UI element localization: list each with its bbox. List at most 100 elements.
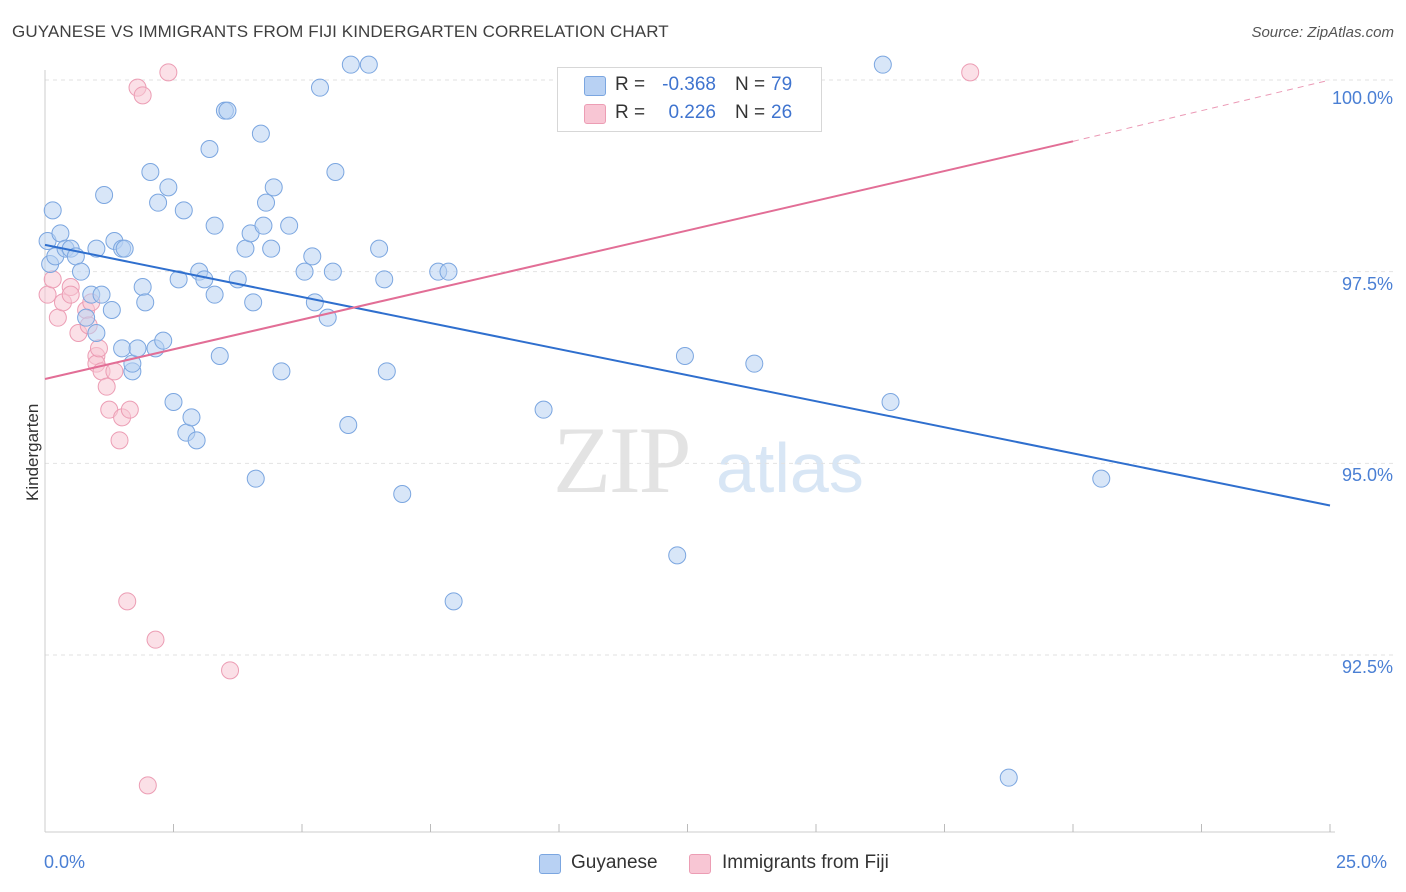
legend-row-guyanese: R = -0.368 N = 79 xyxy=(558,73,821,99)
fiji-point xyxy=(146,630,165,649)
guyanese-point xyxy=(280,216,299,235)
guyanese-point xyxy=(133,278,152,296)
fiji-point xyxy=(221,661,240,680)
guyanese-point xyxy=(205,216,224,235)
fiji-trend-line xyxy=(44,140,1074,380)
guyanese-point xyxy=(881,393,900,411)
legend-row-fiji: R = 0.226 N = 26 xyxy=(558,101,821,127)
guyanese-point xyxy=(393,485,412,503)
fiji-point xyxy=(159,63,178,82)
guyanese-point xyxy=(339,416,358,434)
grid-lines xyxy=(45,79,1395,656)
trend-lines xyxy=(44,79,1331,507)
x-min-label: 0.0% xyxy=(44,852,86,872)
guyanese-point xyxy=(444,592,463,611)
guyanese-point xyxy=(164,393,183,411)
guyanese-point xyxy=(873,55,892,74)
y-tick-label: 92.5% xyxy=(1341,657,1393,677)
guyanese-point xyxy=(141,163,160,181)
guyanese-point xyxy=(675,347,694,365)
fiji-point xyxy=(105,362,124,381)
guyanese-point xyxy=(326,163,345,181)
guyanese-point xyxy=(154,331,173,350)
guyanese-point xyxy=(264,178,283,197)
fiji-point xyxy=(48,308,67,327)
fiji-point xyxy=(118,592,137,611)
fiji-point xyxy=(43,270,62,289)
guyanese-point xyxy=(174,201,193,220)
guyanese-point xyxy=(1092,469,1111,488)
guyanese-point xyxy=(187,431,206,450)
guyanese-point xyxy=(323,262,342,281)
fiji-swatch-icon xyxy=(584,104,606,124)
n-label: N = xyxy=(735,102,766,123)
n-value: 79 xyxy=(771,74,793,95)
guyanese-points xyxy=(38,55,1111,787)
guyanese-point xyxy=(159,178,178,197)
guyanese-point xyxy=(246,469,265,488)
guyanese-point xyxy=(341,55,360,74)
guyanese-point xyxy=(359,55,378,74)
legend-guyanese: Guyanese xyxy=(571,852,658,873)
r-value: -0.368 xyxy=(662,74,716,95)
guyanese-point xyxy=(251,124,270,143)
guyanese-point xyxy=(303,247,322,266)
guyanese-point xyxy=(272,362,291,381)
guyanese-point xyxy=(115,239,134,258)
x-max-label: 25.0% xyxy=(1336,852,1388,872)
guyanese-point xyxy=(244,293,263,312)
guyanese-point xyxy=(95,186,114,204)
guyanese-point xyxy=(668,546,687,565)
guyanese-point xyxy=(745,354,764,373)
guyanese-point xyxy=(71,262,90,281)
guyanese-point xyxy=(310,78,329,97)
legend-fiji: Immigrants from Fiji xyxy=(722,852,889,873)
guyanese-point xyxy=(136,293,155,312)
guyanese-point xyxy=(113,339,132,358)
guyanese-point xyxy=(254,216,273,235)
guyanese-point xyxy=(87,324,106,342)
guyanese-point xyxy=(77,308,96,327)
guyanese-point xyxy=(205,285,224,304)
guyanese-point xyxy=(295,262,314,281)
guyanese-point xyxy=(92,285,111,304)
y-tick-label: 95.0% xyxy=(1341,465,1393,486)
guyanese-point xyxy=(51,224,70,243)
guyanese-point xyxy=(257,193,276,212)
guyanese-point xyxy=(534,400,553,419)
fiji-point xyxy=(61,285,80,304)
y-axis-title: Kindergarten xyxy=(23,403,42,501)
guyanese-point xyxy=(169,270,188,289)
fiji-point xyxy=(961,63,980,82)
watermark-zip: ZIP xyxy=(553,407,691,513)
guyanese-point xyxy=(236,239,255,258)
r-label: R = xyxy=(615,74,646,95)
guyanese-swatch-icon xyxy=(584,76,606,96)
n-label: N = xyxy=(735,74,766,95)
fiji-trend-extension xyxy=(1072,79,1331,142)
stats-legend: R = -0.368 N = 79 R = 0.226 N = 26 xyxy=(557,67,822,132)
n-value: 26 xyxy=(771,102,793,123)
source-credit: Source: ZipAtlas.com xyxy=(1251,24,1394,41)
r-value: 0.226 xyxy=(668,102,716,123)
guyanese-point xyxy=(262,239,281,258)
guyanese-point xyxy=(149,193,168,212)
guyanese-legend-icon xyxy=(539,854,561,874)
fiji-point xyxy=(38,285,57,304)
watermark-atlas: atlas xyxy=(716,429,864,507)
fiji-point xyxy=(120,400,139,419)
r-label: R = xyxy=(615,102,646,123)
guyanese-point xyxy=(210,347,229,365)
fiji-point xyxy=(97,377,116,396)
guyanese-point xyxy=(375,270,394,289)
guyanese-point xyxy=(87,239,106,258)
guyanese-point xyxy=(439,262,458,281)
fiji-point xyxy=(89,339,108,358)
fiji-point xyxy=(110,431,129,450)
fiji-legend-icon xyxy=(689,854,711,874)
guyanese-point xyxy=(200,140,219,158)
axes xyxy=(44,70,1335,833)
guyanese-point xyxy=(182,408,201,427)
guyanese-point xyxy=(377,362,396,381)
